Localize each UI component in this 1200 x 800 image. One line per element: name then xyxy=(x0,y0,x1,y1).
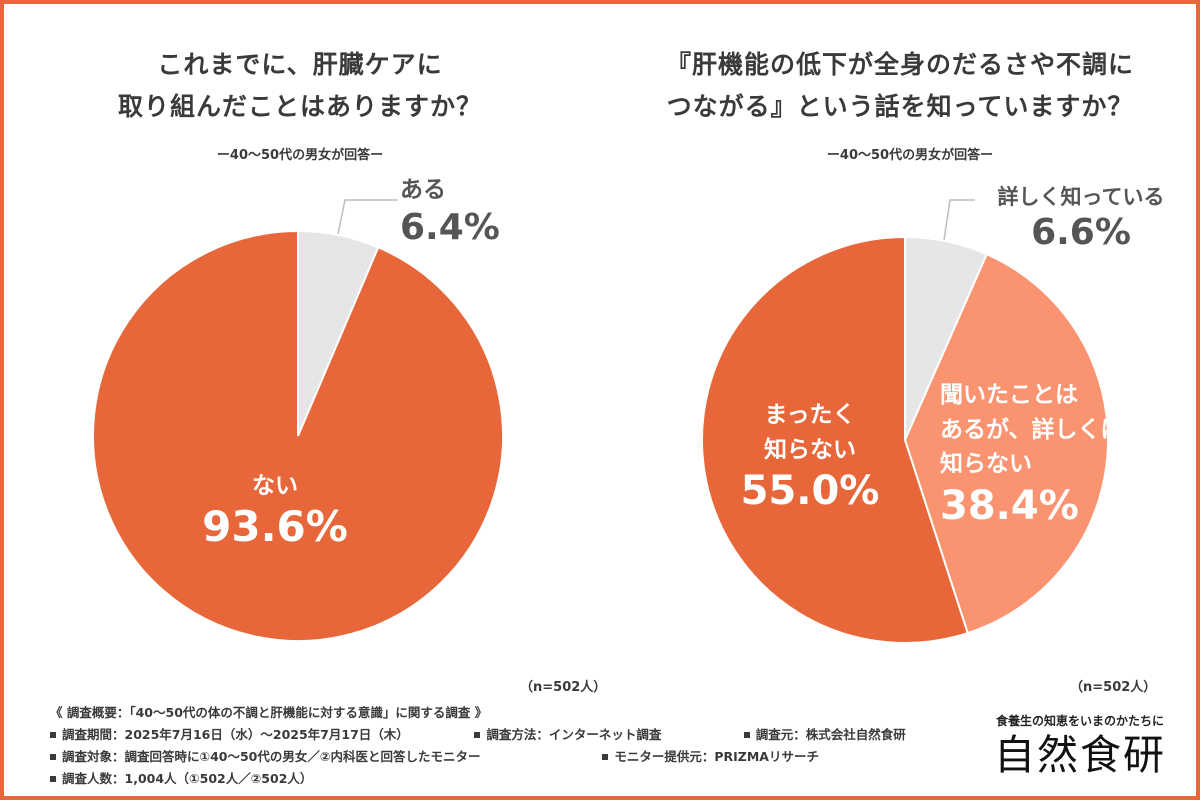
slice-name-heard-3: 知らない xyxy=(940,451,1032,477)
slice-name-unknown-2: 知らない xyxy=(764,436,856,463)
right-slice-label-heard: 聞いたことは あるが、詳しくは 知らない 38.4% xyxy=(940,378,1124,530)
left-chart-title: これまでに、肝臓ケアに 取り組んだことはありますか？ xyxy=(80,44,520,128)
logo-name: 自然食研 xyxy=(994,731,1166,779)
slice-name-unknown-1: まったく xyxy=(764,402,856,428)
slice-name-no: ない xyxy=(252,473,298,499)
slice-value-yes: 6.4% xyxy=(400,206,500,248)
left-leader-line xyxy=(337,199,398,235)
right-slice-label-unknown: まったく 知らない 55.0% xyxy=(730,398,890,515)
slice-value-well-known: 6.6% xyxy=(1031,212,1131,254)
survey-period: 調査期間：2025年7月16日（水）〜2025年7月17日（木） xyxy=(50,724,470,746)
bullet-square-icon xyxy=(474,731,481,738)
survey-target-text: 調査対象：調査回答時に①40〜50代の男女／②内科医と回答したモニター xyxy=(62,749,481,764)
survey-overview: 《 調査概要：「40〜50代の体の不調と肝機能に対する意識」に関する調査 》 調… xyxy=(50,702,906,790)
bullet-square-icon xyxy=(743,731,750,738)
overview-row-3: 調査人数：1,004人（①502人／②502人） xyxy=(50,768,906,790)
survey-source-text: 調査元：株式会社自然食研 xyxy=(755,727,906,742)
right-sample-size: （n=502人） xyxy=(1070,680,1157,695)
survey-method: 調査方法：インターネット調査 xyxy=(474,724,739,746)
right-title-line-1: 『肝機能の低下が全身のだるさや不調に xyxy=(665,50,1134,79)
left-sample-size: （n=502人） xyxy=(520,680,607,695)
right-pie-slice-2 xyxy=(701,235,969,644)
overview-title: 《 調査概要：「40〜50代の体の不調と肝機能に対する意識」に関する調査 》 xyxy=(50,705,488,720)
bullet-square-icon xyxy=(602,753,609,760)
slice-name-yes: ある xyxy=(400,177,446,203)
company-logo: 食養生の知恵をいまのかたちに 自然食研 xyxy=(985,712,1175,781)
left-slice-label-no: ない 93.6% xyxy=(200,472,350,553)
right-title-line-2: つながる』という話を知っていますか？ xyxy=(666,92,1134,121)
survey-period-text: 調査期間：2025年7月16日（水）〜2025年7月17日（木） xyxy=(62,727,409,742)
left-chart-subtitle: ー40〜50代の男女が回答ー xyxy=(216,148,384,163)
left-slice-label-yes: ある 6.4% xyxy=(400,176,500,250)
monitor-provider-text: モニター提供元：PRIZMAリサーチ xyxy=(614,749,819,764)
survey-source: 調査元：株式会社自然食研 xyxy=(743,724,906,746)
right-leader-line xyxy=(943,199,975,241)
slice-name-heard-2: あるが、詳しくは xyxy=(940,416,1124,443)
right-chart-subtitle: ー40〜50代の男女が回答ー xyxy=(826,148,994,163)
overview-row-2: 調査対象：調査回答時に①40〜50代の男女／②内科医と回答したモニター モニター… xyxy=(50,746,906,768)
slice-name-well-known: 詳しく知っている xyxy=(997,185,1165,209)
logo-tagline: 食養生の知恵をいまのかたちに xyxy=(995,714,1164,728)
survey-count: 調査人数：1,004人（①502人／②502人） xyxy=(50,768,312,790)
survey-target: 調査対象：調査回答時に①40〜50代の男女／②内科医と回答したモニター xyxy=(50,746,598,768)
left-title-line-2: 取り組んだことはありますか？ xyxy=(117,92,482,121)
overview-row-1: 調査期間：2025年7月16日（水）〜2025年7月17日（木） 調査方法：イン… xyxy=(50,724,906,746)
right-pie-slice-1 xyxy=(903,252,1109,635)
left-pie-slice-1 xyxy=(92,229,504,642)
right-chart-title: 『肝機能の低下が全身のだるさや不調に つながる』という話を知っていますか？ xyxy=(610,44,1190,128)
right-slice-label-well-known: 詳しく知っている 6.6% xyxy=(978,184,1184,255)
slice-value-no: 93.6% xyxy=(202,501,348,551)
left-title-line-1: これまでに、肝臓ケアに xyxy=(157,50,443,79)
bullet-square-icon xyxy=(50,775,56,782)
slice-value-unknown: 55.0% xyxy=(740,468,880,514)
survey-method-text: 調査方法：インターネット調査 xyxy=(486,727,662,742)
bullet-square-icon xyxy=(50,753,56,760)
slice-value-heard: 38.4% xyxy=(940,482,1079,529)
bullet-square-icon xyxy=(50,731,56,738)
survey-count-text: 調査人数：1,004人（①502人／②502人） xyxy=(62,771,313,786)
monitor-provider: モニター提供元：PRIZMAリサーチ xyxy=(602,746,819,768)
slice-name-heard-1: 聞いたことは xyxy=(940,382,1078,408)
